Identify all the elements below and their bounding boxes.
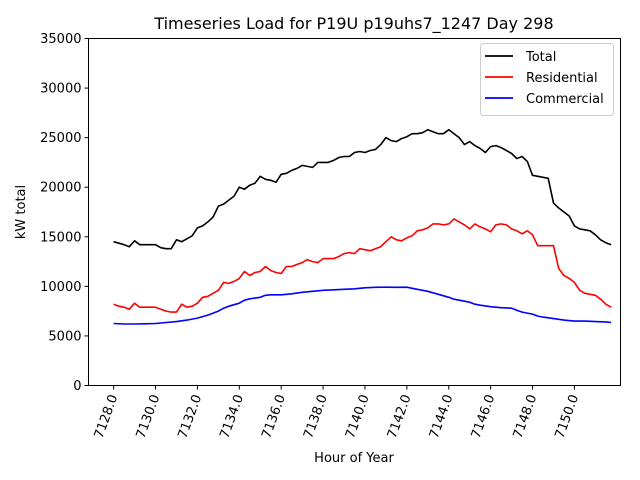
y-tick-label: 5000: [48, 329, 81, 344]
y-tick-label: 35000: [40, 32, 81, 47]
y-tick-label: 0: [73, 379, 81, 394]
x-axis-title: Hour of Year: [314, 451, 394, 466]
y-axis: 0 5000 10000 15000 20000 25000 30000 35000: [40, 32, 89, 394]
series-line-residential: [113, 218, 612, 313]
legend-box: [480, 43, 614, 116]
y-tick-label: 15000: [40, 230, 81, 245]
y-tick-label: 10000: [40, 280, 81, 295]
series-line-commercial: [113, 286, 612, 325]
chart-title: Timeseries Load for P19U p19uhs7_1247 Da…: [153, 14, 553, 34]
y-tick-label: 30000: [40, 82, 81, 97]
series-lines: [113, 128, 612, 325]
y-tick-label: 25000: [40, 131, 81, 146]
y-tick-label: 20000: [40, 181, 81, 196]
axes-frame: [88, 38, 621, 386]
legend: Total Residential Commercial: [480, 43, 614, 116]
legend-label-total: Total: [525, 50, 556, 65]
legend-label-commercial: Commercial: [526, 92, 604, 107]
y-axis-title: kW total: [14, 185, 29, 239]
legend-label-residential: Residential: [526, 71, 598, 86]
series-line-total: [113, 128, 612, 250]
